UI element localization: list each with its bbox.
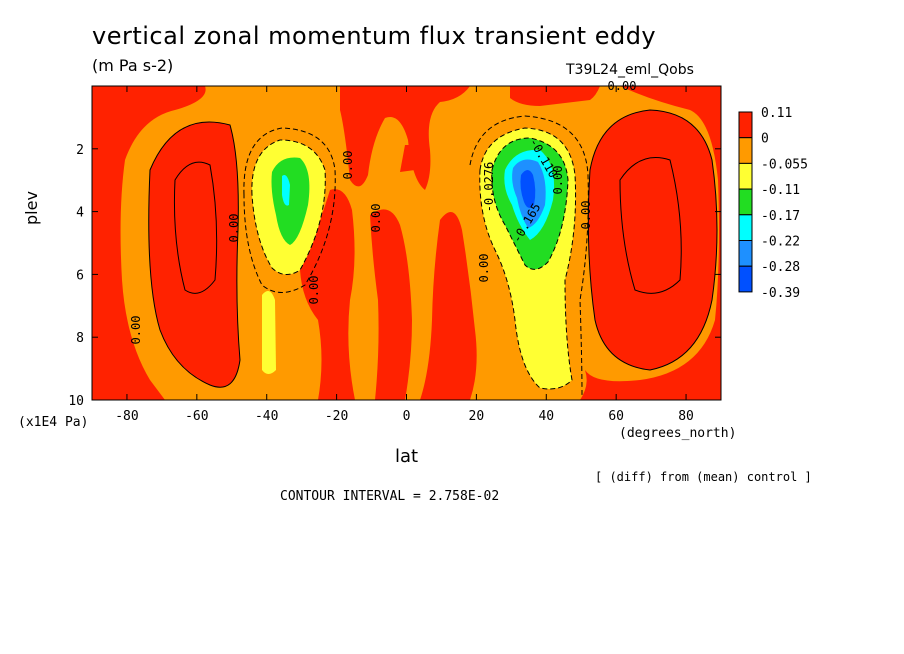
legend-label: -0.11: [761, 183, 800, 198]
legend-label: -0.22: [761, 235, 800, 250]
diff-note: [ (diff) from (mean) control ]: [595, 470, 812, 484]
contour-label: 0.00: [551, 166, 565, 195]
x-tick-label: -40: [255, 409, 278, 424]
x-tick-label: 60: [608, 409, 624, 424]
legend-swatch: [738, 265, 753, 293]
legend-swatch: [738, 137, 753, 164]
x-axis-unit: (degrees_north): [619, 426, 737, 441]
run-label: T39L24_eml_Qobs: [566, 62, 694, 78]
legend-label: 0: [761, 132, 769, 147]
chart-units: (m Pa s-2): [92, 56, 174, 75]
contour-label: 0.00: [608, 79, 637, 93]
y-tick-label: 4: [76, 206, 84, 221]
contour-label: 0.00: [307, 276, 321, 305]
y-tick-label: 10: [68, 394, 84, 409]
legend-label: -0.39: [761, 286, 800, 301]
color-legend: 0.11 0 -0.055 -0.11 -0.17 -0.22 -0.28 -0.39: [738, 106, 808, 301]
legend-swatch: [738, 162, 753, 190]
legend-swatch: [738, 111, 753, 139]
x-tick-label: -60: [185, 409, 208, 424]
legend-swatch: [738, 214, 753, 242]
x-tick-label: 80: [678, 409, 694, 424]
contour-label: -0.0276: [482, 162, 496, 213]
contour-interval: CONTOUR INTERVAL = 2.758E-02: [280, 489, 500, 504]
contour-label: 0.00: [129, 316, 143, 345]
x-tick-label: -80: [115, 409, 138, 424]
x-tick-label: 40: [538, 409, 554, 424]
x-tick-label: 20: [469, 409, 485, 424]
y-tick-label: 2: [76, 143, 84, 158]
legend-label: -0.055: [761, 157, 808, 172]
legend-swatch: [738, 188, 753, 216]
contour-label: 0.00: [227, 214, 241, 243]
contour-label: 0.00: [477, 254, 491, 283]
legend-label: -0.17: [761, 209, 800, 224]
legend-label: -0.28: [761, 260, 800, 275]
x-tick-label: 0: [403, 409, 411, 424]
y-axis-ticks: 2 4 6 8 10: [68, 143, 721, 409]
legend-label: 0.11: [761, 106, 792, 121]
y-tick-label: 6: [76, 268, 84, 283]
x-axis-ticks: -80 -60 -40 -20 0 20 40 60 80: [115, 86, 694, 424]
chart-title: vertical zonal momentum flux transient e…: [92, 22, 657, 50]
y-tick-label: 8: [76, 331, 84, 346]
y-axis-unit: (x1E4 Pa): [18, 415, 89, 430]
contour-label: 0.00: [369, 204, 383, 233]
contour-label: 0.00: [341, 151, 355, 180]
contour-fill: [92, 86, 721, 400]
x-axis-label: lat: [395, 446, 419, 467]
contour-lines: [148, 109, 718, 396]
x-tick-label: -20: [325, 409, 348, 424]
contour-label: 0.00: [579, 201, 593, 230]
legend-swatch: [738, 240, 753, 267]
